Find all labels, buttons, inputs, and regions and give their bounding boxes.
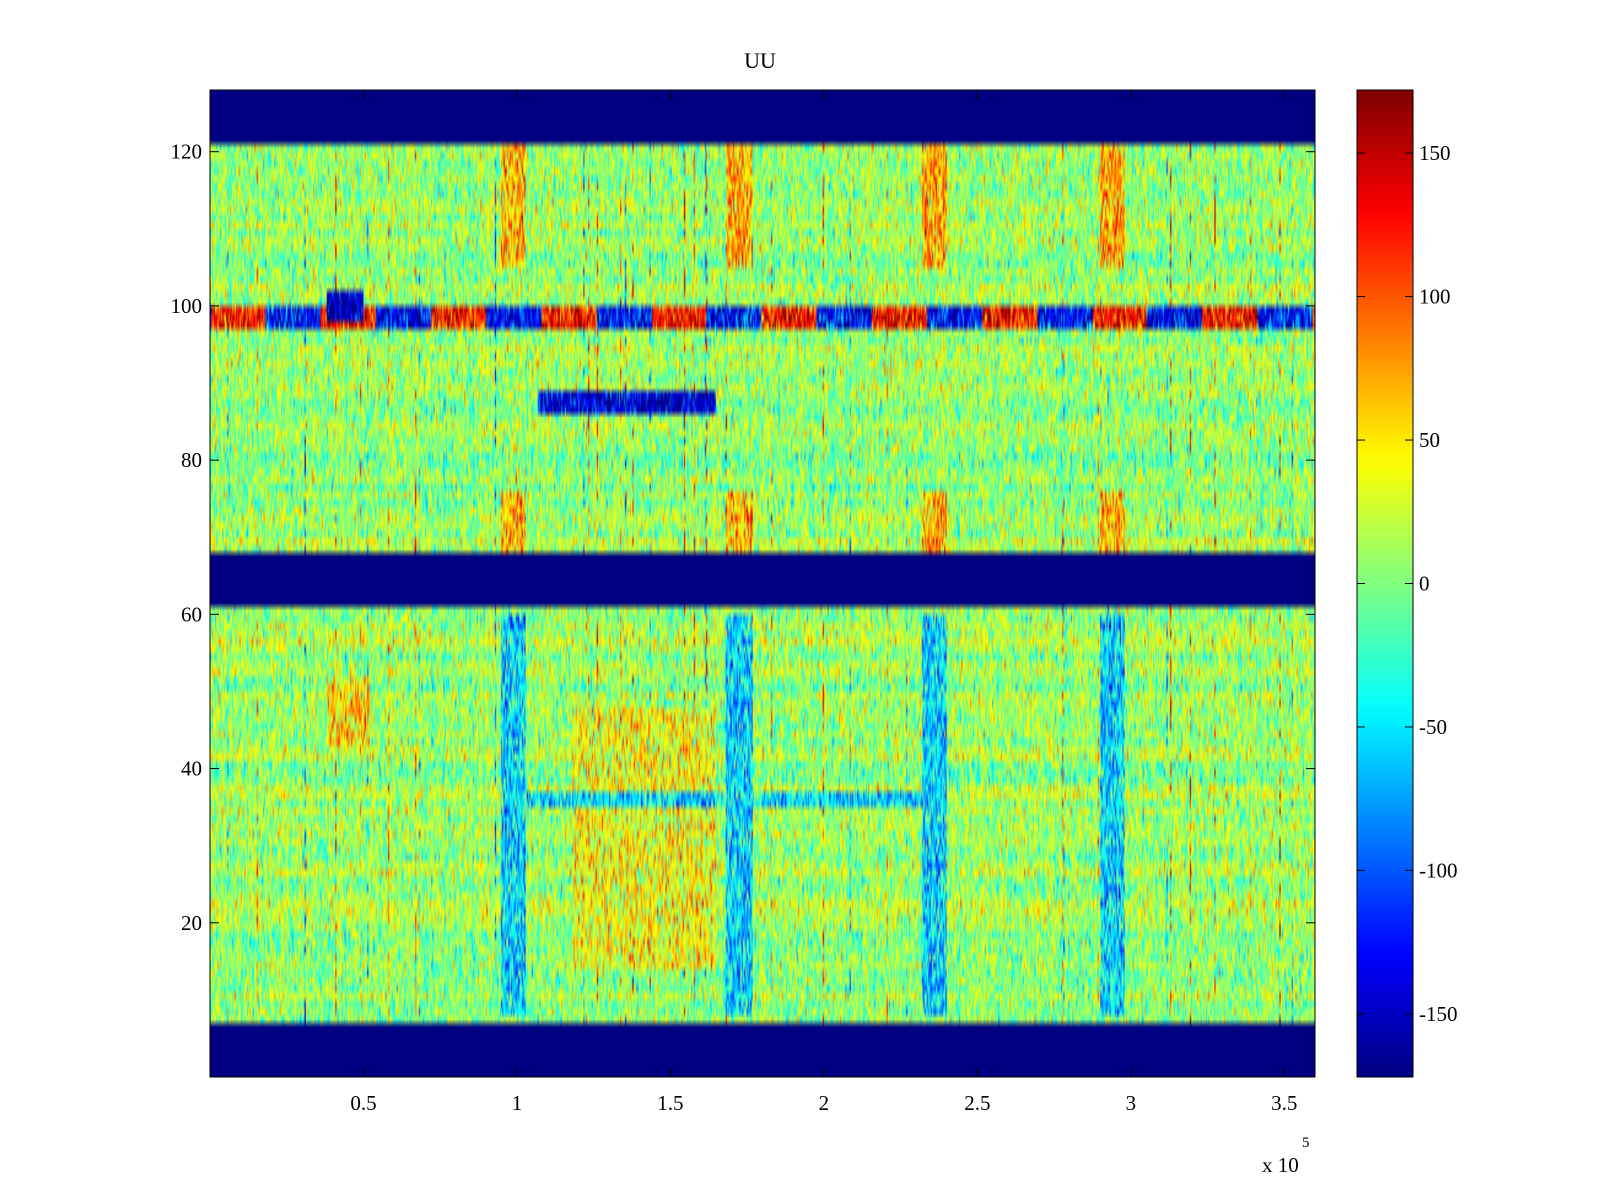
- x-exponent-power: 5: [1302, 1135, 1310, 1151]
- y-tick-label: 40: [181, 757, 202, 781]
- colorbar-ticks: 150 100 50 0 -50 -100 -150: [1357, 141, 1458, 1026]
- x-tick-label: 2.5: [964, 1091, 990, 1115]
- x-tick-label: 2: [819, 1091, 830, 1115]
- x-tick-label: 1.5: [657, 1091, 683, 1115]
- plot-area: [209, 89, 1316, 1078]
- colorbar-tick-label: -150: [1419, 1002, 1458, 1026]
- y-tick-label: 80: [181, 448, 202, 472]
- colorbar-tick-label: 100: [1419, 285, 1451, 309]
- y-tick-label: 100: [171, 294, 203, 318]
- x-tick-label: 3: [1126, 1091, 1137, 1115]
- heatmap-image: [210, 90, 1315, 1077]
- x-axis: 0.5 1 1.5 2 2.5 3 3.5: [350, 90, 1297, 1115]
- y-tick-label: 120: [171, 140, 203, 164]
- colorbar: 150 100 50 0 -50 -100 -150: [1356, 89, 1458, 1078]
- colorbar-tick-label: 150: [1419, 141, 1451, 165]
- x-tick-label: 1: [512, 1091, 523, 1115]
- y-axis: 20 40 60 80 100 120: [171, 140, 1315, 935]
- colorbar-tick-label: -50: [1419, 715, 1447, 739]
- colorbar-gradient: [1357, 90, 1413, 1077]
- colorbar-tick-label: 50: [1419, 428, 1440, 452]
- colorbar-tick-label: 0: [1419, 572, 1430, 596]
- y-tick-label: 20: [181, 911, 202, 935]
- plot-frame: [209, 89, 1316, 1078]
- x-tick-label: 3.5: [1271, 1091, 1297, 1115]
- colorbar-tick-label: -100: [1419, 858, 1458, 882]
- x-exponent-base: x 10: [1262, 1153, 1299, 1177]
- chart-title: UU: [744, 48, 776, 73]
- x-tick-label: 0.5: [350, 1091, 376, 1115]
- y-tick-label: 60: [181, 602, 202, 626]
